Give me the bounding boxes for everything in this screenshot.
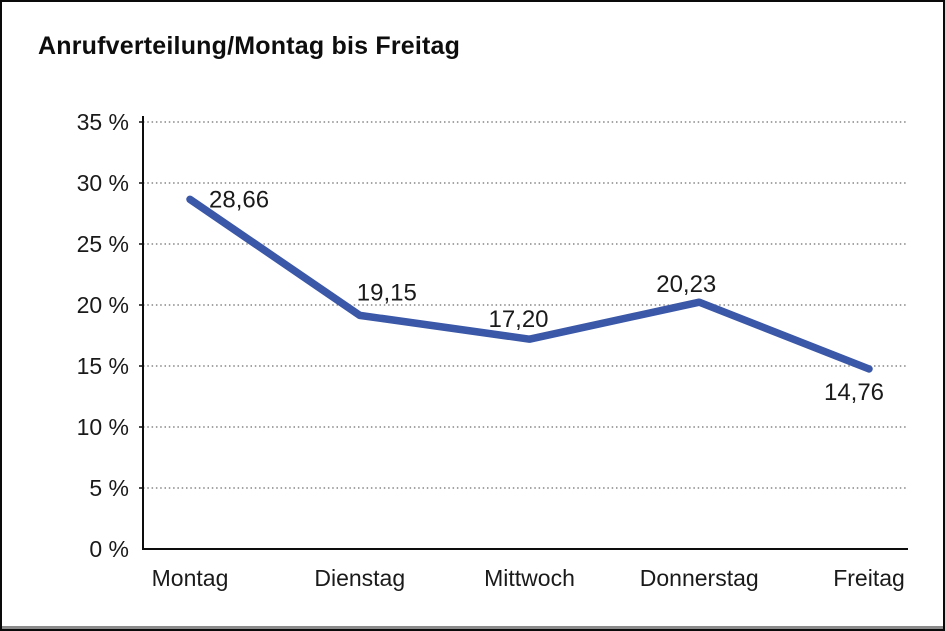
y-axis-tick-label: 5 % [89, 475, 129, 501]
data-point-label: 28,66 [209, 186, 269, 213]
y-axis-tick-label: 30 % [77, 170, 129, 196]
data-point-label: 19,15 [357, 279, 417, 306]
y-axis-tick-label: 10 % [77, 414, 129, 440]
y-axis-tick-label: 15 % [77, 353, 129, 379]
data-point-label: 17,20 [488, 306, 548, 333]
data-series-line [186, 195, 873, 373]
data-point-label: 14,76 [824, 379, 884, 406]
x-axis-category-label: Montag [152, 565, 229, 591]
y-axis-tick-label: 35 % [77, 109, 129, 135]
y-axis-tick-label: 0 % [89, 536, 129, 562]
chart-title: Anrufverteilung/Montag bis Freitag [38, 32, 461, 60]
data-point-label: 20,23 [656, 271, 716, 298]
x-axis-category-label: Mittwoch [484, 565, 575, 591]
window-bottom-shadow [2, 626, 943, 629]
x-axis-category-label: Freitag [833, 565, 905, 591]
y-axis-tick-label: 25 % [77, 231, 129, 257]
x-axis-category-label: Dienstag [314, 565, 405, 591]
x-axis-category-label: Donnerstag [640, 565, 759, 591]
y-axis-tick-label: 20 % [77, 292, 129, 318]
